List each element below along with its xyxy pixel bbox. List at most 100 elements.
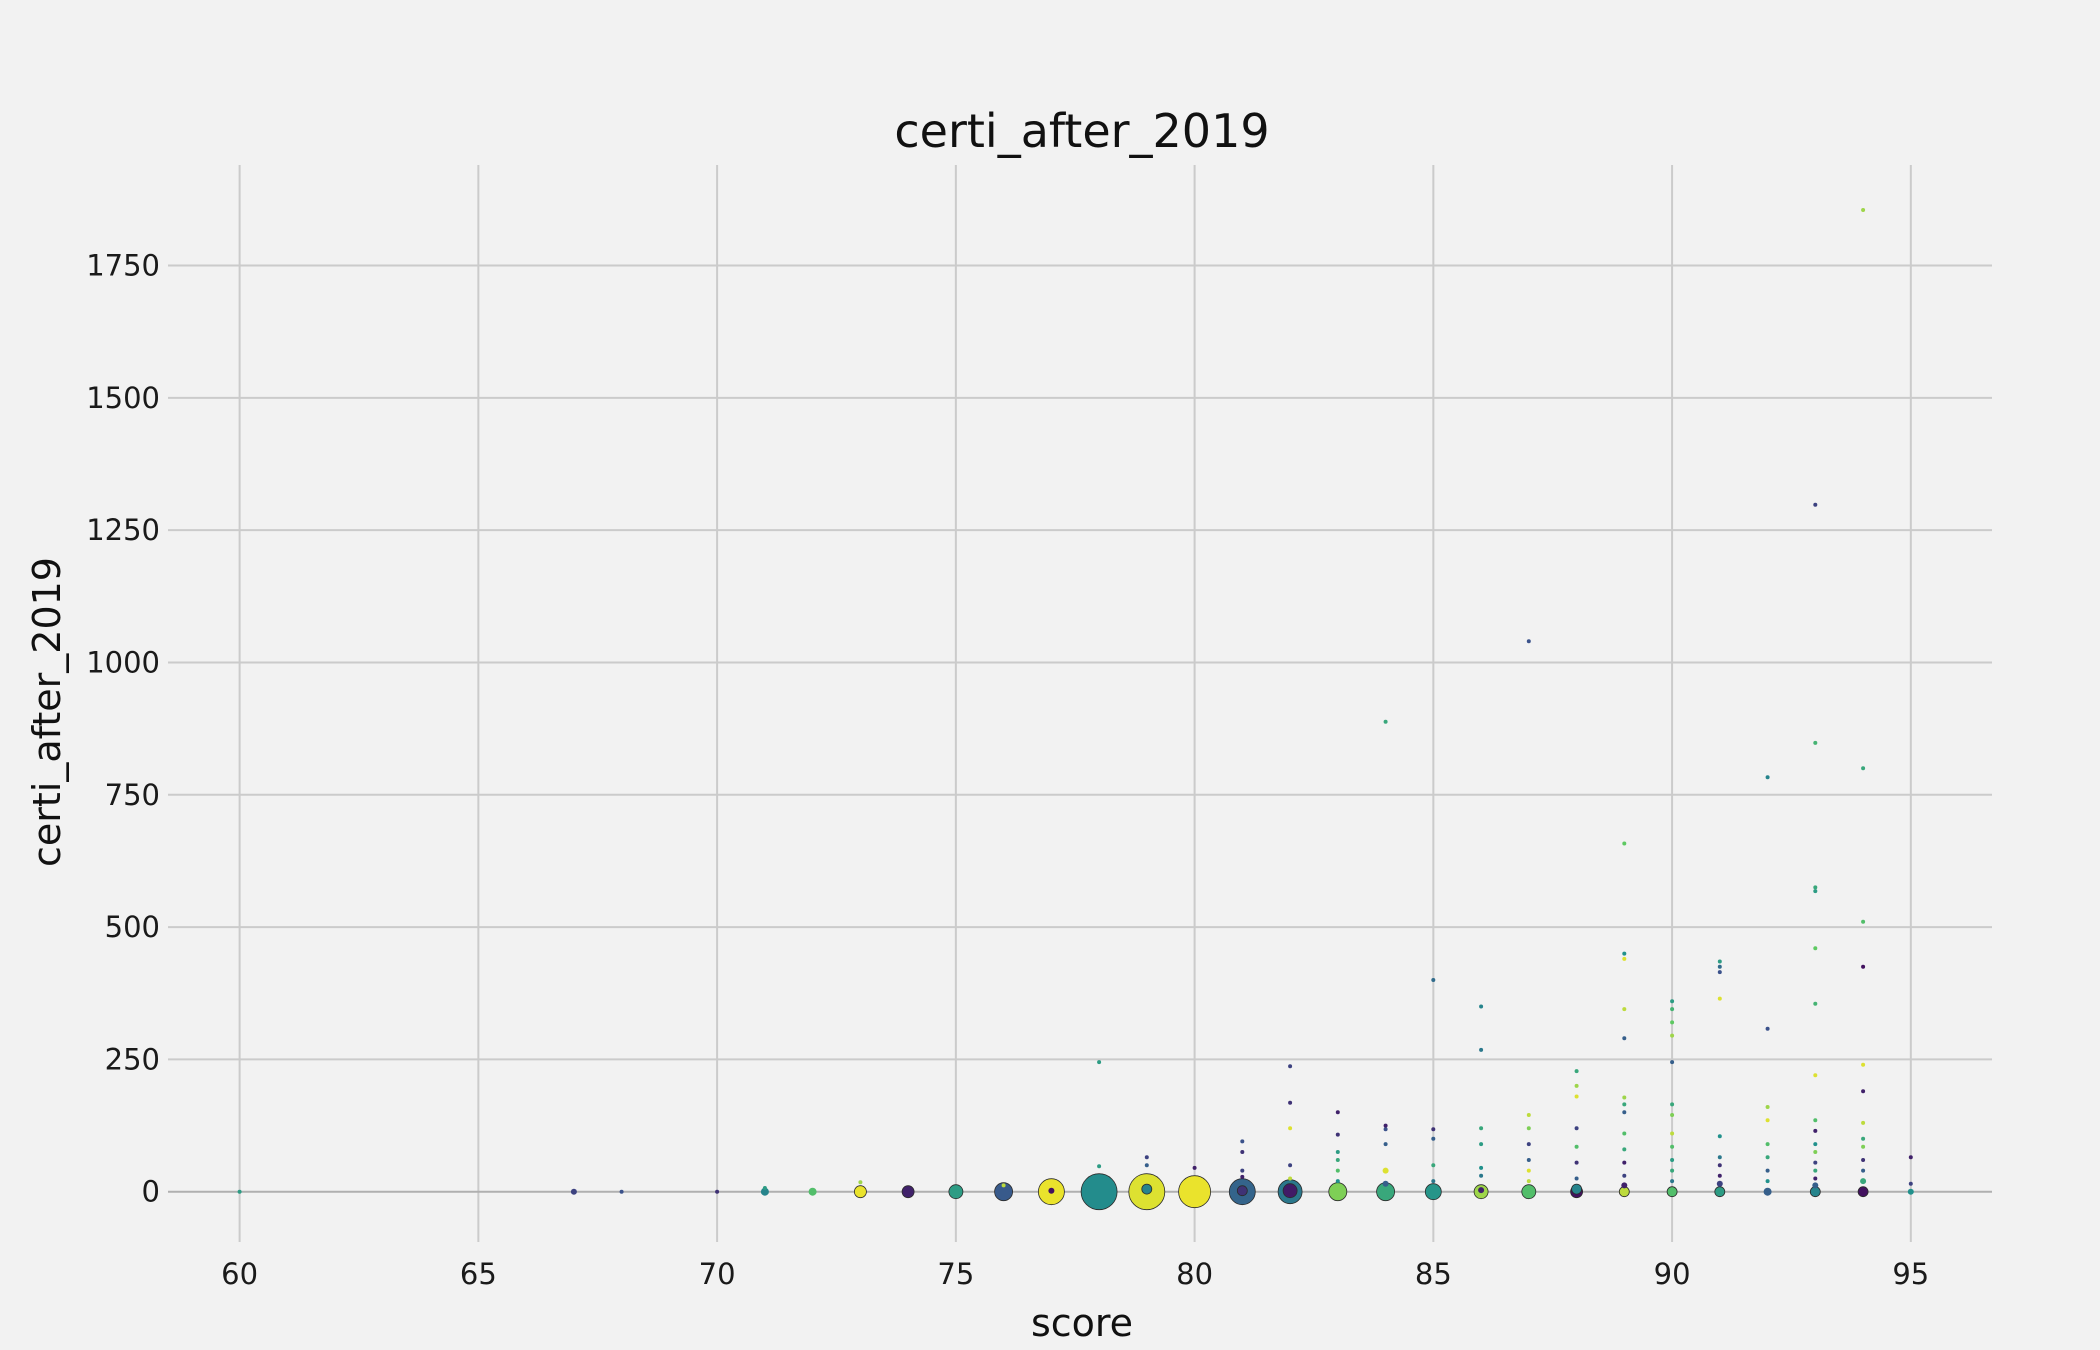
data-point — [1908, 1155, 1913, 1160]
data-point — [1622, 1095, 1627, 1100]
data-point — [1861, 919, 1866, 924]
data-point — [1813, 1128, 1818, 1133]
data-point — [1813, 1150, 1818, 1154]
data-point — [1907, 1188, 1914, 1195]
data-point — [1861, 1158, 1866, 1162]
data-point — [1288, 1176, 1293, 1181]
data-point — [1861, 1089, 1866, 1094]
data-point — [762, 1186, 767, 1190]
data-point — [1479, 1004, 1484, 1009]
data-point — [1526, 639, 1531, 644]
data-point — [1288, 1163, 1293, 1168]
data-point — [1526, 1126, 1531, 1131]
data-point — [1048, 1187, 1055, 1194]
data-point — [1670, 1102, 1675, 1107]
data-point — [1431, 978, 1436, 982]
data-point — [1335, 1150, 1340, 1154]
data-point — [1813, 946, 1818, 951]
data-point — [1861, 964, 1866, 969]
data-point — [1621, 1182, 1628, 1189]
x-tick-90: 90 — [1654, 1257, 1691, 1291]
data-point — [1765, 1105, 1770, 1109]
data-point — [1670, 1020, 1675, 1025]
data-point — [1240, 1150, 1245, 1154]
data-point — [1813, 1142, 1818, 1147]
data-point — [994, 1182, 1013, 1202]
data-point — [1813, 885, 1818, 890]
data-point — [1666, 1186, 1678, 1198]
x-tick-70: 70 — [699, 1257, 736, 1291]
data-point — [1144, 1163, 1149, 1168]
data-point — [1178, 1175, 1211, 1209]
data-point — [1670, 1158, 1675, 1162]
data-point — [1240, 1174, 1245, 1179]
data-point — [1765, 1026, 1770, 1031]
data-point — [1144, 1155, 1149, 1160]
data-point — [1717, 1134, 1722, 1139]
data-point — [1526, 1142, 1531, 1147]
data-point — [1670, 1144, 1675, 1149]
data-point — [1574, 1160, 1579, 1165]
data-point — [1813, 1160, 1818, 1165]
data-point — [1813, 1001, 1818, 1006]
data-point — [1717, 964, 1722, 969]
data-point — [1813, 889, 1818, 894]
data-point — [1861, 1136, 1866, 1141]
data-point — [1765, 1155, 1770, 1160]
data-point — [1622, 1160, 1627, 1165]
data-point — [1622, 956, 1627, 961]
x-tick-95: 95 — [1892, 1257, 1929, 1291]
data-point — [1383, 1123, 1388, 1128]
data-point — [1571, 1183, 1582, 1195]
data-point — [1479, 1165, 1484, 1170]
data-point — [1383, 1127, 1388, 1132]
data-point — [1288, 1126, 1293, 1131]
data-point — [1574, 1144, 1579, 1149]
data-point — [1240, 1168, 1245, 1173]
data-point — [1574, 1094, 1579, 1099]
data-point — [1622, 1131, 1627, 1136]
y-axis-label: certi_after_2019 — [25, 557, 69, 867]
data-point — [570, 1188, 577, 1195]
data-point — [1813, 1176, 1818, 1181]
data-point — [1141, 1183, 1153, 1195]
data-point — [1622, 1173, 1627, 1178]
x-axis-label: score — [1031, 1301, 1133, 1345]
data-point — [1574, 1126, 1579, 1131]
data-point — [1670, 1168, 1675, 1173]
data-point — [1382, 1180, 1389, 1187]
data-point — [1717, 996, 1722, 1001]
data-point — [948, 1184, 964, 1200]
data-point — [1479, 1173, 1484, 1178]
data-point — [1861, 1168, 1866, 1173]
data-point — [1622, 841, 1627, 846]
data-point — [1479, 1142, 1484, 1147]
data-point — [1670, 1113, 1675, 1117]
data-point — [1240, 1139, 1245, 1144]
data-point — [1861, 766, 1866, 771]
data-point — [1813, 1118, 1818, 1123]
data-point — [1813, 740, 1818, 745]
data-point — [1335, 1179, 1340, 1184]
data-point — [1431, 1127, 1436, 1132]
data-point — [1717, 1173, 1722, 1178]
data-point — [1812, 1182, 1819, 1189]
data-point — [1857, 1186, 1869, 1198]
data-point — [1622, 1147, 1627, 1152]
data-point — [1813, 1168, 1818, 1173]
chart-title: certi_after_2019 — [894, 104, 1269, 158]
data-point — [1236, 1185, 1248, 1197]
data-point — [1526, 1113, 1531, 1117]
data-point — [1192, 1165, 1197, 1170]
data-point — [1328, 1182, 1348, 1202]
data-point — [1622, 1007, 1627, 1012]
data-point — [808, 1187, 817, 1196]
data-point — [1288, 1100, 1293, 1105]
data-point — [1763, 1187, 1772, 1196]
data-point — [1335, 1158, 1340, 1162]
data-point — [1622, 951, 1627, 956]
data-point — [1670, 1131, 1675, 1136]
data-points — [237, 208, 1914, 1211]
x-tick-75: 75 — [937, 1257, 974, 1291]
data-point — [1813, 502, 1818, 507]
